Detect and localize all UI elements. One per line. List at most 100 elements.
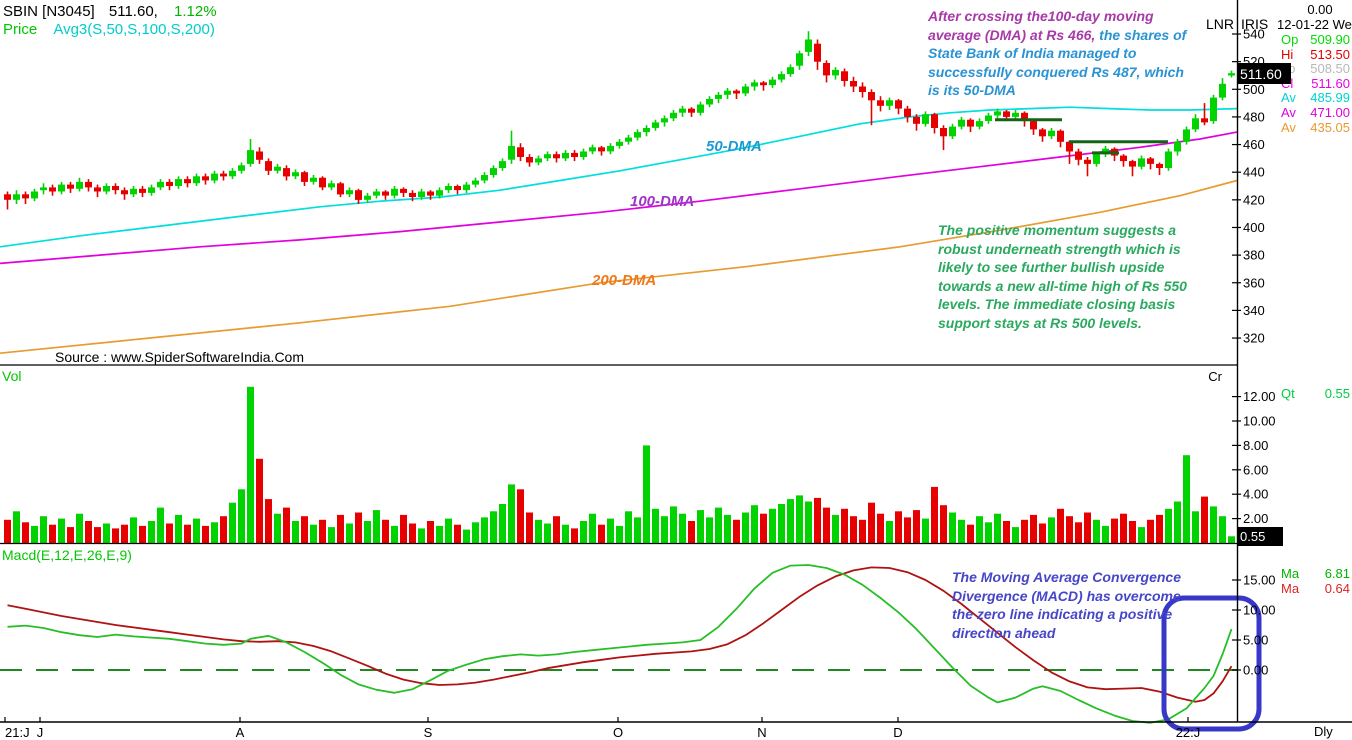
candle-body bbox=[634, 132, 641, 138]
ohlc-row-avg200: Av 435.05 bbox=[1281, 120, 1350, 135]
candle-body bbox=[463, 184, 470, 191]
candle-body bbox=[886, 100, 893, 106]
indicator-header: Price Avg3(S,50,S,100,S,200) bbox=[3, 21, 215, 38]
candle-body bbox=[778, 74, 785, 80]
time-tick-label: S bbox=[424, 725, 433, 740]
candle-body bbox=[40, 187, 47, 191]
axis-tick-label: 460 bbox=[1243, 137, 1265, 152]
volume-bar bbox=[490, 511, 497, 543]
volume-bar bbox=[850, 516, 857, 543]
iris-title: IRIS bbox=[1241, 16, 1269, 32]
volume-bar bbox=[292, 521, 299, 543]
volume-bar bbox=[508, 484, 515, 543]
candle-body bbox=[94, 187, 101, 192]
candle-body bbox=[22, 194, 29, 199]
label-50dma: 50-DMA bbox=[706, 138, 762, 155]
candle-body bbox=[1138, 158, 1145, 167]
volume-bar bbox=[958, 519, 965, 543]
volume-bar bbox=[1084, 512, 1091, 543]
candle-body bbox=[220, 173, 227, 177]
volume-bar bbox=[814, 497, 821, 543]
candle-body bbox=[1039, 129, 1046, 137]
volume-bar bbox=[1138, 527, 1145, 543]
avg50-value: 485.99 bbox=[1310, 90, 1350, 106]
volume-bar bbox=[499, 504, 506, 543]
candle-body bbox=[4, 194, 11, 200]
volume-bar bbox=[706, 517, 713, 543]
candle-body bbox=[337, 183, 344, 195]
qty-value: 0.55 bbox=[1324, 386, 1350, 401]
candle-body bbox=[679, 108, 686, 113]
candle-body bbox=[175, 179, 182, 186]
axis-tick-label: 2.00 bbox=[1243, 511, 1268, 526]
volume-bar bbox=[1129, 521, 1136, 543]
candle-body bbox=[229, 170, 236, 177]
high-value: 513.50 bbox=[1310, 46, 1350, 62]
axis-tick-label: 0.00 bbox=[1243, 663, 1268, 678]
volume-bar bbox=[1183, 455, 1190, 543]
axis-tick-label: 6.00 bbox=[1243, 462, 1268, 477]
axis-tick-label: 8.00 bbox=[1243, 438, 1268, 453]
candle-body bbox=[85, 181, 92, 188]
volume-bar bbox=[1003, 521, 1010, 543]
volume-bar bbox=[67, 527, 74, 543]
volume-bar bbox=[481, 517, 488, 543]
candle-body bbox=[562, 152, 569, 159]
volume-bar bbox=[1156, 514, 1163, 543]
candle-body bbox=[319, 177, 326, 188]
volume-bar bbox=[256, 458, 263, 543]
volume-bar bbox=[643, 445, 650, 543]
candle-body bbox=[1021, 112, 1028, 122]
candle-body bbox=[409, 192, 416, 197]
candle-body bbox=[103, 186, 110, 192]
volume-bar bbox=[751, 505, 758, 543]
annotation-top-purple: After crossing the100-day moving average… bbox=[928, 8, 1154, 43]
volume-bar bbox=[661, 516, 668, 543]
volume-bar bbox=[949, 512, 956, 543]
volume-bar bbox=[301, 516, 308, 543]
volume-bar bbox=[688, 521, 695, 543]
candle-body bbox=[400, 188, 407, 193]
candle-body bbox=[1147, 158, 1154, 164]
candle-body bbox=[922, 114, 929, 124]
time-tick-label: 21:J bbox=[5, 725, 30, 740]
volume-bar bbox=[409, 523, 416, 543]
last-price: 511.60, bbox=[108, 3, 158, 20]
candle-body bbox=[913, 116, 920, 124]
app-name: IRIS bbox=[1241, 16, 1268, 32]
candle-body bbox=[1003, 111, 1010, 117]
candle-body bbox=[481, 175, 488, 181]
volume-bar bbox=[1066, 516, 1073, 543]
candle-body bbox=[1057, 130, 1064, 142]
candle-body bbox=[1228, 73, 1235, 76]
time-tick-label: N bbox=[757, 725, 766, 740]
volume-bar bbox=[571, 528, 578, 543]
candle-body bbox=[58, 184, 65, 192]
volume-bar bbox=[895, 511, 902, 543]
volume-bar bbox=[832, 514, 839, 543]
volume-bar bbox=[319, 519, 326, 543]
label-200dma: 200-DMA bbox=[592, 272, 657, 289]
axis-tick-label: 540 bbox=[1243, 27, 1265, 42]
candle-body bbox=[751, 82, 758, 87]
candle-body bbox=[553, 154, 560, 159]
candle-body bbox=[580, 151, 587, 157]
volume-bar bbox=[337, 514, 344, 543]
macd-values-panel: Ma 6.81 Ma 0.64 bbox=[1281, 566, 1350, 596]
qty-row: Qt 0.55 bbox=[1281, 386, 1350, 401]
candle-body bbox=[472, 180, 479, 185]
ohlc-row-high: Hi 513.50 bbox=[1281, 47, 1350, 62]
candle-body bbox=[1030, 121, 1037, 130]
volume-bar bbox=[994, 513, 1001, 543]
candle-body bbox=[940, 128, 947, 137]
axis-tick-label: 5.00 bbox=[1243, 633, 1268, 648]
periodicity-label: Dly bbox=[1314, 724, 1333, 739]
candle-body bbox=[544, 154, 551, 159]
volume-bar bbox=[1201, 496, 1208, 543]
volume-bar bbox=[1120, 513, 1127, 543]
volume-bar bbox=[841, 508, 848, 543]
candle-body bbox=[490, 168, 497, 175]
time-tick-label: A bbox=[236, 725, 245, 740]
volume-bar bbox=[1048, 517, 1055, 543]
ma200-line bbox=[0, 179, 1238, 355]
